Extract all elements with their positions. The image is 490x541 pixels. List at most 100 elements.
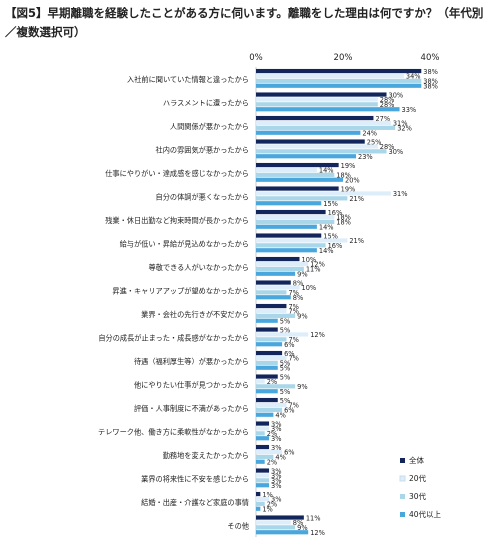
category-label: 残業・休日出勤など拘束時間が長かったから: [105, 216, 249, 225]
data-label: 23%: [358, 153, 373, 161]
category-label: 結婚・出産・介護など家庭の事情: [141, 498, 249, 507]
bar: [256, 431, 265, 436]
data-label: 3%: [271, 482, 281, 490]
bar: [256, 73, 404, 79]
data-label: 4%: [275, 454, 285, 462]
bar: [256, 308, 287, 314]
legend-swatch: [399, 475, 406, 482]
category-label: 尊敬できる人がいなかったから: [149, 263, 249, 272]
bar: [256, 154, 357, 159]
data-label: 12%: [310, 529, 325, 537]
data-label: 19%: [341, 185, 356, 193]
data-label: 7%: [288, 402, 298, 410]
bar: [256, 295, 291, 300]
data-label: 14%: [319, 167, 334, 175]
legend-label: 20代: [409, 473, 427, 483]
data-label: 7%: [288, 355, 298, 363]
bar: [256, 468, 270, 473]
bar: [256, 261, 309, 267]
data-label: 38%: [423, 68, 438, 76]
bar: [256, 224, 317, 229]
bar: [256, 271, 296, 276]
category-label: 人間関係が悪かったから: [170, 122, 249, 131]
x-tick-label: 20%: [334, 53, 353, 63]
bar: [256, 102, 378, 107]
data-label: 28%: [380, 143, 395, 151]
bar: [256, 491, 261, 497]
data-label: 16%: [328, 242, 343, 250]
category-label: その他: [227, 521, 249, 530]
bar: [256, 78, 422, 83]
category-label: 業界の将来性に不安を感じたから: [141, 474, 249, 483]
bar: [256, 525, 296, 530]
data-label: 12%: [310, 261, 325, 269]
bar: [256, 444, 270, 450]
bar: [256, 92, 387, 97]
data-label: 1%: [262, 505, 272, 513]
bar: [256, 389, 278, 394]
data-label: 7%: [288, 336, 298, 344]
data-label: 15%: [323, 232, 338, 240]
data-label: 12%: [310, 331, 325, 339]
data-label: 9%: [297, 270, 307, 278]
data-label: 3%: [271, 444, 281, 452]
bar: [256, 473, 270, 478]
data-label: 2%: [267, 458, 277, 466]
data-label: 31%: [393, 190, 408, 198]
data-label: 1%: [262, 491, 272, 499]
bar: [256, 496, 270, 502]
category-label: 仕事にやりがい・達成感を感じなかったから: [105, 169, 249, 178]
bar: [256, 337, 287, 342]
data-label: 38%: [423, 82, 438, 90]
data-label: 8%: [293, 279, 303, 287]
bar: [256, 407, 283, 412]
chart-title: 【図5】早期離職を経験したことがある方に伺います。離職をした理由は何ですか？（年…: [5, 6, 484, 39]
data-label: 21%: [349, 195, 364, 203]
bar: [256, 285, 300, 290]
bar: [256, 219, 335, 224]
bar: [256, 83, 422, 88]
x-tick-label: 40%: [421, 53, 440, 63]
data-label: 10%: [302, 256, 317, 264]
data-label: 10%: [302, 284, 317, 292]
legend-label: 40代以上: [409, 509, 442, 519]
data-label: 3%: [271, 425, 281, 433]
data-label: 19%: [341, 162, 356, 170]
category-label: 自分の成長が止まった・成長感がなかったから: [98, 333, 249, 342]
bar: [256, 355, 287, 361]
data-label: 2%: [267, 501, 277, 509]
bar: [256, 530, 309, 535]
data-label: 15%: [323, 200, 338, 208]
bar: [256, 384, 296, 389]
bar: [256, 478, 270, 483]
data-label: 30%: [389, 148, 404, 156]
bar: [256, 520, 291, 525]
data-label: 8%: [293, 294, 303, 302]
bar: [256, 313, 296, 318]
data-label: 3%: [271, 435, 281, 443]
data-label: 9%: [297, 524, 307, 532]
bar: [256, 365, 278, 370]
data-label: 3%: [271, 472, 281, 480]
data-label: 21%: [349, 237, 364, 245]
bar: [256, 421, 270, 426]
bar: [256, 186, 339, 191]
bar: [256, 342, 283, 347]
data-label: 16%: [328, 209, 343, 217]
data-label: 5%: [280, 317, 290, 325]
bar: [256, 214, 335, 220]
bar: [256, 360, 278, 365]
bar: [256, 248, 317, 253]
bar: [256, 130, 361, 135]
data-label: 38%: [423, 78, 438, 86]
data-label: 14%: [319, 247, 334, 255]
category-label: テレワーク他、働き方に柔軟性がなかったから: [98, 427, 249, 436]
data-label: 3%: [271, 496, 281, 504]
bar: [256, 506, 261, 511]
legend-swatch: [400, 512, 405, 517]
data-label: 32%: [397, 125, 412, 133]
bar: [256, 483, 270, 488]
data-label: 18%: [336, 219, 351, 227]
legend-swatch: [400, 458, 405, 463]
